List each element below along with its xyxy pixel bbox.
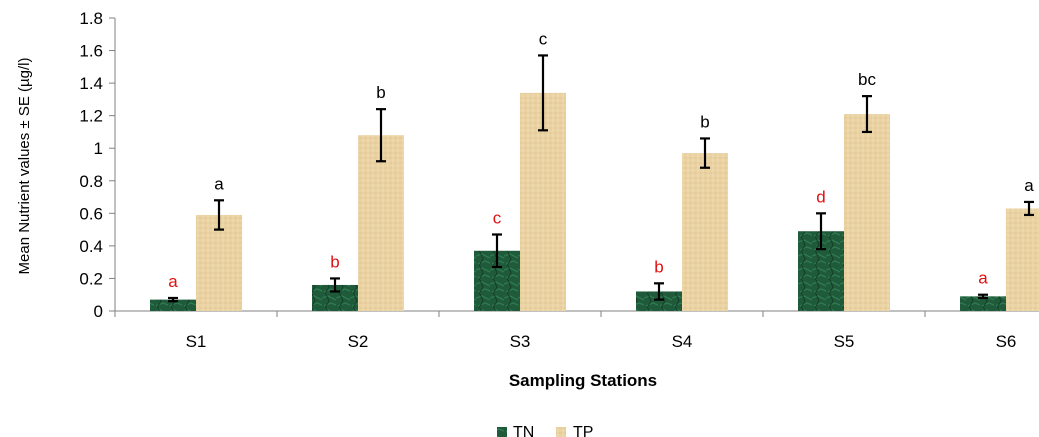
x-tick-label: S4: [672, 332, 693, 351]
significance-letter: a: [1024, 176, 1034, 195]
y-tick-label: 1.6: [79, 42, 103, 61]
significance-letter: c: [539, 29, 548, 48]
significance-letter: b: [700, 112, 709, 131]
y-axis-label: Mean Nutrient values ± SE (µg/l): [16, 58, 33, 275]
significance-letter: b: [654, 257, 663, 276]
x-tick-label: S3: [510, 332, 531, 351]
legend-swatch-tp: [556, 427, 566, 437]
y-tick-label: 1.2: [79, 107, 103, 126]
tp-bar: [844, 114, 890, 312]
y-axis: 0 0.2 0.4 0.6 0.8 1 1.2 1.4 1.6 1.8: [79, 9, 116, 321]
y-tick-label: 1.8: [79, 9, 103, 28]
significance-letter: bc: [858, 70, 876, 89]
x-tick-label: S6: [996, 332, 1017, 351]
legend-label-tp: TP: [573, 424, 593, 437]
legend-label-tn: TN: [513, 424, 534, 437]
y-tick-label: 0: [94, 302, 103, 321]
x-axis: S1 S2 S3 S4 S5 S6: [114, 310, 1039, 351]
significance-letter: b: [330, 252, 339, 271]
tn-bar: [150, 299, 196, 311]
significance-letter: a: [168, 272, 178, 291]
y-tick-label: 1.4: [79, 74, 103, 93]
tn-bar: [960, 296, 1006, 311]
y-tick-label: 0.8: [79, 172, 103, 191]
significance-letter: d: [816, 187, 825, 206]
tn-bar: [636, 291, 682, 311]
significance-letter: b: [376, 83, 385, 102]
tp-bar: [358, 135, 404, 311]
tp-bar: [196, 214, 242, 311]
significance-letter: c: [493, 208, 502, 227]
significance-letter: a: [978, 269, 988, 288]
x-tick-label: S2: [348, 332, 369, 351]
x-tick-label: S5: [834, 332, 855, 351]
tp-bar: [1006, 208, 1039, 311]
legend-swatch-tn: [497, 427, 507, 437]
y-tick-label: 0.2: [79, 269, 103, 288]
x-tick-label: S1: [186, 332, 207, 351]
x-axis-label: Sampling Stations: [509, 371, 657, 390]
y-tick-label: 0.6: [79, 204, 103, 223]
y-tick-label: 1: [94, 139, 103, 158]
tp-bar: [682, 153, 728, 311]
y-tick-label: 0.4: [79, 237, 103, 256]
significance-letter: a: [214, 174, 224, 193]
legend: TN TP: [497, 424, 593, 437]
